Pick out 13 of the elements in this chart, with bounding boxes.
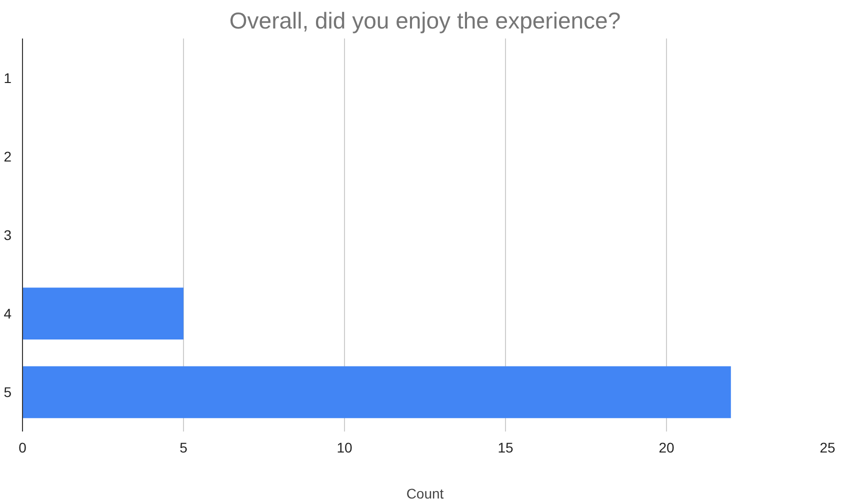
y-tick-label: 3 bbox=[4, 227, 12, 243]
x-tick-label: 15 bbox=[498, 440, 514, 456]
x-tick-label: 20 bbox=[658, 440, 674, 456]
y-tick-label: 2 bbox=[4, 148, 12, 164]
y-tick-label: 5 bbox=[4, 384, 12, 400]
x-tick-label: 25 bbox=[820, 440, 836, 456]
x-tick-label: 0 bbox=[18, 440, 27, 456]
x-tick-label: 10 bbox=[336, 440, 352, 456]
chart-title: Overall, did you enjoy the experience? bbox=[229, 8, 621, 34]
x-axis-title: Count bbox=[406, 486, 444, 502]
x-tick-label: 5 bbox=[180, 440, 188, 456]
y-tick-label: 1 bbox=[4, 70, 12, 86]
y-tick-label: 4 bbox=[4, 306, 12, 322]
